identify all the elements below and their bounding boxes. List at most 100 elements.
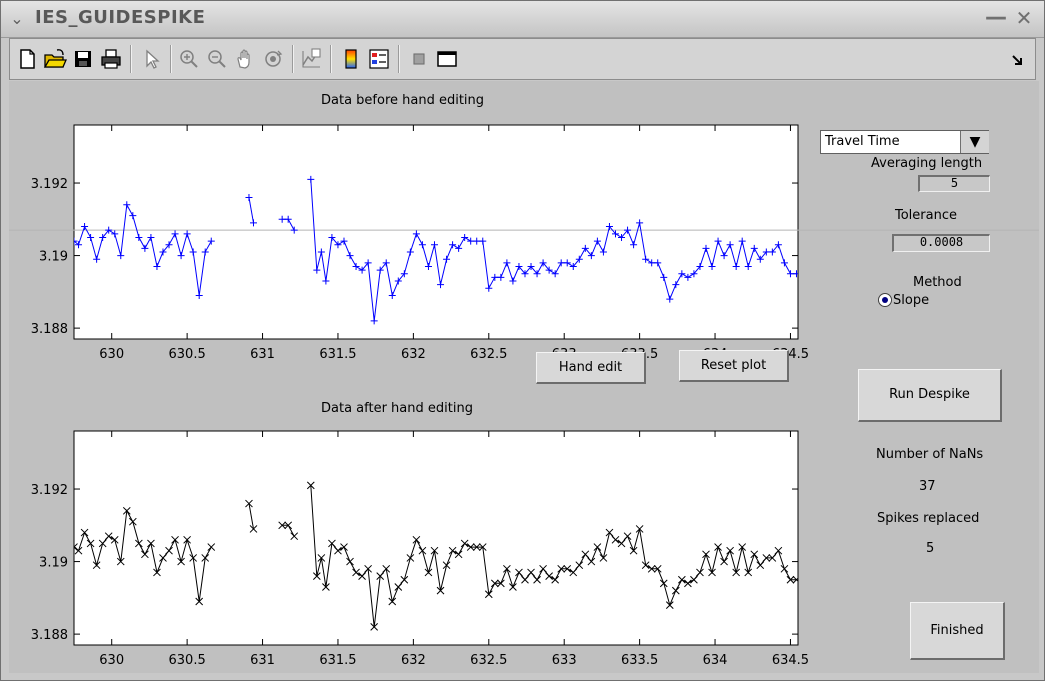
data-point-marker <box>630 241 638 249</box>
data-point-marker <box>521 575 529 584</box>
bottom-axes-title: Data after hand editing <box>321 401 473 416</box>
data-point-marker <box>720 557 728 566</box>
reset-plot-button[interactable]: Reset plot <box>679 350 789 382</box>
window-menu-icon[interactable]: ⌄ <box>10 9 24 28</box>
data-point-marker <box>346 557 354 566</box>
data-cursor-icon[interactable] <box>298 45 324 73</box>
data-point-marker <box>183 230 191 238</box>
open-folder-icon[interactable] <box>42 45 68 73</box>
data-point-marker <box>382 564 391 573</box>
data-point-marker <box>322 277 330 285</box>
data-point-marker <box>171 535 179 544</box>
x-tick-label: 634.5 <box>772 653 809 668</box>
data-point-marker <box>98 539 107 548</box>
data-point-marker <box>424 568 433 577</box>
data-point-marker <box>74 546 83 555</box>
data-point-marker <box>129 212 137 220</box>
data-point-marker <box>557 259 565 267</box>
y-tick-label: 3.19 <box>39 556 68 571</box>
data-point-marker <box>364 259 372 267</box>
data-point-marker <box>352 262 360 270</box>
averaging-length-field[interactable]: 5 <box>918 175 990 192</box>
data-point-marker <box>141 244 149 252</box>
zoom-out-icon[interactable] <box>204 45 230 73</box>
title-bar[interactable]: ⌄ IES_GUIDESPIKE — ✕ <box>1 1 1044 38</box>
nans-value: 37 <box>919 479 936 494</box>
series-line <box>74 203 212 296</box>
data-point-marker <box>376 572 385 580</box>
data-point-marker <box>623 532 632 541</box>
data-point-marker <box>370 623 379 631</box>
data-point-marker <box>278 215 286 223</box>
chevron-down-icon[interactable]: ▼ <box>960 131 989 153</box>
data-point-marker <box>744 568 753 577</box>
data-point-marker <box>165 546 173 555</box>
data-point-marker <box>702 550 710 559</box>
data-point-marker <box>394 583 403 591</box>
data-point-marker <box>307 175 315 183</box>
pointer-icon[interactable] <box>138 45 164 73</box>
bottom-plot-area[interactable] <box>73 430 799 646</box>
tolerance-label: Tolerance <box>895 208 957 223</box>
data-point-marker <box>159 554 167 562</box>
data-point-marker <box>406 554 415 562</box>
data-point-marker <box>490 579 499 588</box>
data-point-marker <box>629 546 638 555</box>
data-point-marker <box>177 557 185 566</box>
data-point-marker <box>290 226 298 234</box>
data-point-marker <box>442 561 451 570</box>
dock-arrow-icon[interactable] <box>1005 45 1031 73</box>
data-point-marker <box>557 564 566 573</box>
data-point-marker <box>509 277 517 285</box>
top-plot-area[interactable] <box>73 124 799 340</box>
new-file-icon[interactable] <box>14 45 40 73</box>
zoom-in-icon[interactable] <box>176 45 202 73</box>
data-point-marker <box>653 564 662 573</box>
data-point-marker <box>394 277 402 285</box>
data-point-marker <box>128 517 137 526</box>
print-icon[interactable] <box>98 45 124 73</box>
data-point-marker <box>201 554 210 562</box>
rotate-icon[interactable] <box>260 45 286 73</box>
data-point-marker <box>334 241 342 249</box>
data-point-marker <box>539 564 547 573</box>
minimize-icon[interactable]: — <box>985 5 1007 30</box>
finished-button[interactable]: Finished <box>910 602 1005 660</box>
toolbar-separator <box>292 45 294 73</box>
legend-icon[interactable] <box>366 45 392 73</box>
window-title: IES_GUIDESPIKE <box>35 7 206 28</box>
y-tick-label: 3.19 <box>39 250 68 265</box>
data-point-marker <box>551 575 560 584</box>
save-icon[interactable] <box>70 45 96 73</box>
data-point-marker <box>479 237 487 245</box>
data-point-marker <box>678 575 686 584</box>
data-point-marker <box>328 539 336 548</box>
hand-edit-button[interactable]: Hand edit <box>536 352 646 384</box>
data-point-marker <box>358 266 366 274</box>
data-point-marker <box>732 568 741 577</box>
data-point-marker <box>786 575 795 584</box>
data-point-marker <box>750 244 758 252</box>
run-despike-button[interactable]: Run Despike <box>858 369 1002 422</box>
data-point-marker <box>503 259 511 267</box>
data-point-marker <box>497 579 505 588</box>
method-radio[interactable] <box>878 293 892 307</box>
colorbar-icon[interactable] <box>338 45 364 73</box>
show-tools-icon[interactable] <box>434 45 460 73</box>
variable-select[interactable]: Travel Time ▼ <box>820 130 989 154</box>
data-point-marker <box>738 237 746 245</box>
data-point-marker <box>135 539 143 548</box>
data-point-marker <box>780 564 789 573</box>
pan-hand-icon[interactable] <box>232 45 258 73</box>
data-point-marker <box>636 219 644 227</box>
close-icon[interactable]: ✕ <box>1015 6 1033 30</box>
figure-area: Data before hand editing Data after hand… <box>9 81 1039 673</box>
data-point-marker <box>81 223 89 231</box>
x-tick-label: 633 <box>552 653 577 668</box>
top-axes[interactable]: 630 630.5 631 631.5 632 632.5 633 633.5 634 634.5… <box>9 81 1039 673</box>
spikes-replaced-label: Spikes replaced <box>877 511 980 526</box>
data-point-marker <box>533 270 541 278</box>
data-point-marker <box>111 230 119 238</box>
tolerance-field[interactable]: 0.0008 <box>892 234 990 252</box>
hide-tools-icon[interactable] <box>406 45 432 73</box>
